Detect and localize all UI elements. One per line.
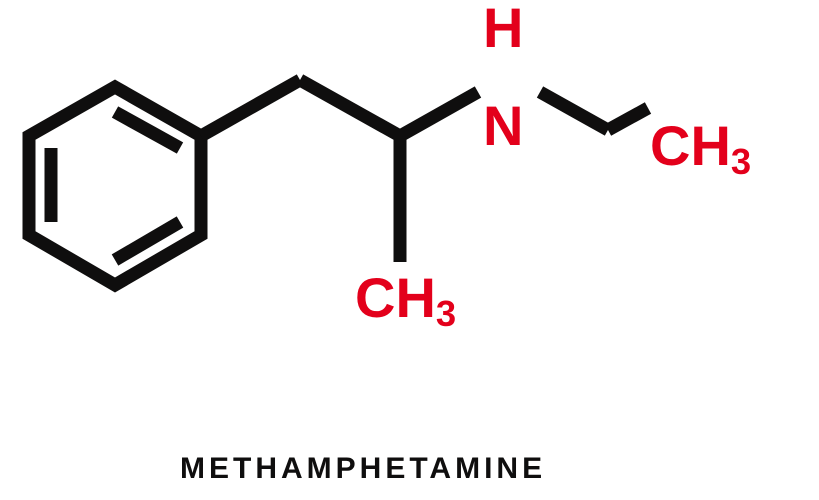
atom-label-n: N <box>483 98 523 154</box>
chain-bonds <box>201 80 648 262</box>
ch3-base: CH <box>355 266 436 329</box>
bond-structure <box>0 0 819 500</box>
ch3-sub: 3 <box>731 141 751 182</box>
compound-name: METHAMPHETAMINE <box>180 452 546 486</box>
atom-label-h: H <box>483 0 523 56</box>
atom-label-ch3-bottom: CH3 <box>355 270 456 326</box>
ch3-sub: 3 <box>436 293 456 334</box>
molecule-diagram: H N CH3 CH3 METHAMPHETAMINE <box>0 0 819 500</box>
benzene-double-bonds <box>51 112 180 260</box>
atom-label-ch3-top: CH3 <box>650 118 751 174</box>
ch3-base: CH <box>650 114 731 177</box>
